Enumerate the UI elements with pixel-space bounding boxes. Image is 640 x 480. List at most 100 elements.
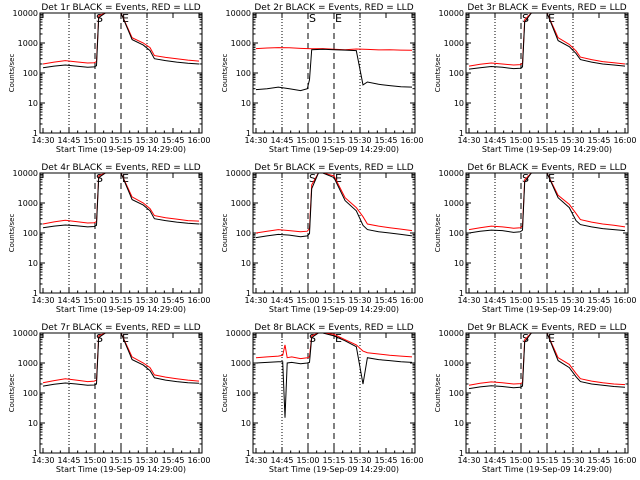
marker-label-E: E — [122, 172, 129, 185]
y-axis-label: Counts/sec — [434, 374, 442, 413]
y-tick-label: 1000 — [444, 39, 464, 48]
x-axis-label: Start Time (19-Sep-09 14:29:00) — [56, 465, 186, 474]
x-axis-label: Start Time (19-Sep-09 14:29:00) — [56, 145, 186, 154]
panel-title: Det 8r BLACK = Events, RED = LLD — [254, 323, 413, 333]
y-tick-label: 10 — [28, 419, 38, 428]
x-tick-label: 15:30 — [348, 296, 371, 305]
x-tick-label: 15:00 — [83, 296, 106, 305]
x-tick-label: 15:15 — [535, 296, 558, 305]
marker-label-E: E — [335, 172, 342, 185]
x-axis-label: Start Time (19-Sep-09 14:29:00) — [482, 305, 612, 314]
y-axis-label: Counts/sec — [434, 54, 442, 93]
x-tick-label: 14:45 — [483, 136, 506, 145]
x-tick-label: 15:15 — [109, 136, 132, 145]
x-tick-label: 14:30 — [244, 136, 267, 145]
series-line-lld — [468, 333, 626, 386]
panel-title: Det 9r BLACK = Events, RED = LLD — [467, 323, 626, 333]
series-line-lld — [42, 333, 200, 384]
x-tick-label: 15:00 — [296, 456, 319, 465]
y-tick-label: 1 — [33, 449, 38, 458]
y-tick-label: 100 — [23, 389, 38, 398]
marker-label-E: E — [548, 172, 555, 185]
x-tick-label: 15:45 — [374, 456, 397, 465]
panel-title: Det 7r BLACK = Events, RED = LLD — [41, 323, 200, 333]
panel-det-3r: Det 3r BLACK = Events, RED = LLD 1 10 100 10… — [434, 3, 637, 154]
y-tick-label: 10 — [28, 99, 38, 108]
x-tick-label: 14:30 — [244, 456, 267, 465]
y-tick-label: 10 — [28, 259, 38, 268]
x-axis-label: Start Time (19-Sep-09 14:29:00) — [269, 305, 399, 314]
x-tick-label: 14:45 — [57, 136, 80, 145]
x-tick-label: 15:00 — [83, 456, 106, 465]
x-tick-label: 14:30 — [457, 456, 480, 465]
y-tick-label: 10000 — [439, 329, 464, 338]
y-tick-label: 1 — [246, 129, 251, 138]
series-line-events — [255, 173, 413, 239]
x-tick-label: 15:30 — [561, 136, 584, 145]
y-axis-label: Counts/sec — [221, 374, 229, 413]
x-tick-label: 14:45 — [483, 456, 506, 465]
y-axis-label: Counts/sec — [8, 214, 16, 253]
marker-label-E: E — [335, 332, 342, 345]
marker-label-S: S — [309, 332, 316, 345]
y-tick-label: 1000 — [444, 199, 464, 208]
x-tick-label: 15:30 — [348, 456, 371, 465]
y-tick-label: 100 — [236, 389, 251, 398]
series-line-lld — [255, 173, 413, 234]
panel-det-4r: Det 4r BLACK = Events, RED = LLD 1 10 100 10… — [8, 163, 211, 314]
x-tick-label: 15:45 — [161, 136, 184, 145]
panel-title: Det 1r BLACK = Events, RED = LLD — [41, 3, 200, 13]
x-tick-label: 15:45 — [374, 296, 397, 305]
y-tick-label: 10000 — [226, 329, 251, 338]
series-line-events — [42, 333, 200, 387]
y-tick-label: 10 — [241, 419, 251, 428]
marker-label-S: S — [309, 172, 316, 185]
y-tick-label: 100 — [449, 229, 464, 238]
y-tick-label: 10000 — [439, 169, 464, 178]
y-tick-label: 10 — [241, 259, 251, 268]
panel-title: Det 5r BLACK = Events, RED = LLD — [254, 163, 413, 173]
x-tick-label: 14:30 — [31, 136, 54, 145]
y-tick-label: 100 — [236, 229, 251, 238]
x-tick-label: 14:30 — [31, 296, 54, 305]
x-tick-label: 15:30 — [135, 296, 158, 305]
y-axis-label: Counts/sec — [8, 374, 16, 413]
x-tick-label: 16:00 — [187, 456, 210, 465]
y-tick-label: 1 — [459, 129, 464, 138]
x-tick-label: 14:45 — [57, 456, 80, 465]
x-tick-label: 16:00 — [613, 136, 636, 145]
marker-label-S: S — [96, 172, 103, 185]
series-line-lld — [468, 13, 626, 67]
y-tick-label: 1 — [459, 449, 464, 458]
y-tick-label: 10000 — [13, 9, 38, 18]
marker-label-S: S — [309, 12, 316, 25]
x-tick-label: 15:15 — [322, 136, 345, 145]
marker-label-S: S — [96, 332, 103, 345]
y-axis-label: Counts/sec — [8, 54, 16, 93]
y-tick-label: 1000 — [231, 199, 251, 208]
series-line-lld — [42, 13, 200, 65]
y-axis-label: Counts/sec — [434, 214, 442, 253]
x-tick-label: 15:00 — [509, 296, 532, 305]
x-tick-label: 16:00 — [400, 456, 423, 465]
x-tick-label: 15:00 — [296, 136, 319, 145]
series-line-lld — [255, 333, 413, 360]
y-tick-label: 100 — [449, 389, 464, 398]
y-tick-label: 1 — [246, 449, 251, 458]
x-tick-label: 15:45 — [374, 136, 397, 145]
y-tick-label: 10000 — [226, 169, 251, 178]
y-tick-label: 1 — [33, 129, 38, 138]
x-tick-label: 15:15 — [322, 296, 345, 305]
x-tick-label: 14:30 — [457, 136, 480, 145]
x-tick-label: 15:15 — [109, 456, 132, 465]
x-tick-label: 15:45 — [161, 456, 184, 465]
x-tick-label: 15:15 — [535, 456, 558, 465]
series-line-events — [42, 173, 200, 229]
panel-det-5r: Det 5r BLACK = Events, RED = LLD 1 10 100 10… — [221, 163, 424, 314]
x-tick-label: 15:00 — [509, 456, 532, 465]
y-tick-label: 100 — [449, 69, 464, 78]
x-tick-label: 15:15 — [322, 456, 345, 465]
y-tick-label: 10 — [454, 419, 464, 428]
y-tick-label: 10000 — [226, 9, 251, 18]
y-tick-label: 10 — [454, 259, 464, 268]
